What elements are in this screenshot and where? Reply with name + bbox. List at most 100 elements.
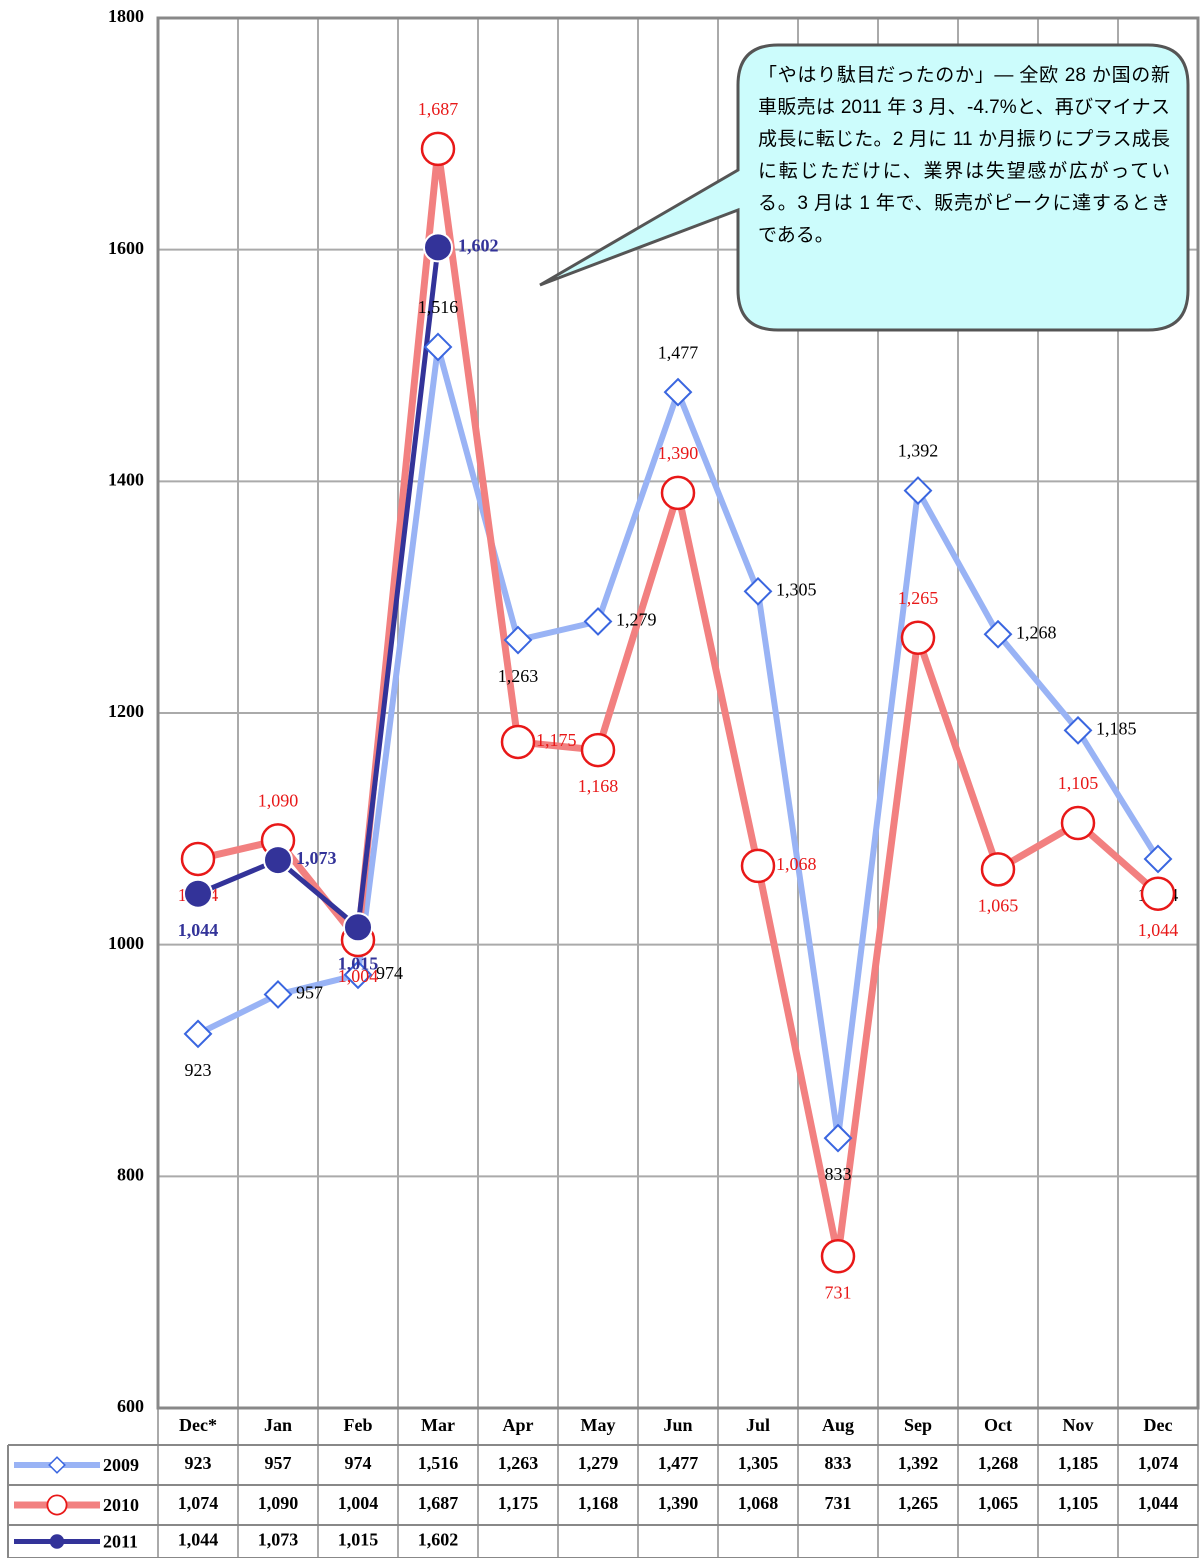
table-cell: 1,263 (498, 1453, 539, 1473)
marker (343, 960, 373, 990)
table-cell: 1,279 (578, 1453, 619, 1473)
legend-marker (46, 1494, 68, 1516)
marker (983, 619, 1013, 649)
data-label: 1,015 (338, 953, 379, 973)
table-cell: 1,068 (738, 1493, 779, 1513)
table-cell: 1,392 (898, 1453, 939, 1473)
data-label: 1,044 (1138, 920, 1179, 940)
table-cell: 1,168 (578, 1493, 619, 1513)
table-cell: 1,390 (658, 1493, 699, 1513)
marker (900, 620, 936, 655)
x-tick-label: Mar (421, 1415, 455, 1435)
x-tick-label: Jul (746, 1415, 770, 1435)
marker (1063, 715, 1093, 745)
marker (423, 232, 453, 263)
table-cell: 1,074 (178, 1493, 219, 1513)
y-tick-label: 1200 (108, 701, 144, 721)
table-cell: 1,044 (178, 1530, 219, 1550)
table-cell: 957 (265, 1453, 292, 1473)
table-cell: 1,073 (258, 1530, 299, 1550)
marker (1140, 876, 1176, 911)
marker (903, 476, 933, 506)
y-tick-label: 600 (117, 1396, 144, 1416)
marker (183, 1019, 213, 1049)
table-cell: 923 (185, 1453, 212, 1473)
series-line (197, 247, 441, 930)
marker (743, 576, 773, 606)
table-cell: 1,044 (1138, 1493, 1179, 1513)
data-label: 1,392 (898, 441, 939, 461)
y-tick-label: 800 (117, 1164, 144, 1184)
data-label: 1,004 (338, 966, 379, 986)
y-tick-label: 1400 (108, 469, 144, 489)
x-tick-label: Oct (984, 1415, 1012, 1435)
table-cell: 1,516 (418, 1453, 459, 1473)
table-cell: 1,185 (1058, 1453, 1099, 1473)
x-tick-label: Aug (822, 1415, 854, 1435)
table-cell: 1,004 (338, 1493, 379, 1513)
legend-label: 2010 (103, 1495, 139, 1515)
table-cell: 1,175 (498, 1493, 539, 1513)
table-cell: 731 (825, 1493, 852, 1513)
marker (420, 131, 456, 167)
table-cell: 974 (345, 1453, 372, 1473)
data-label: 923 (185, 1060, 212, 1080)
marker (1143, 844, 1173, 874)
data-label: 1,516 (418, 297, 459, 317)
legend-symbol (49, 1534, 65, 1549)
data-label: 1,602 (458, 235, 499, 255)
marker (503, 625, 533, 655)
data-label: 1,305 (776, 580, 817, 600)
data-label: 1,175 (536, 730, 577, 750)
marker (423, 332, 453, 362)
data-label: 731 (825, 1282, 852, 1302)
table-cell: 1,687 (418, 1493, 459, 1513)
data-label: 1,090 (258, 791, 299, 811)
data-label: 1,065 (978, 896, 1019, 916)
data-label: 1,185 (1096, 719, 1137, 739)
table-cell: 1,074 (1138, 1453, 1179, 1473)
marker (263, 845, 293, 876)
marker (660, 475, 696, 511)
marker (183, 878, 213, 909)
table-cell: 1,477 (658, 1453, 699, 1473)
data-label: 1,268 (1016, 622, 1057, 642)
data-label: 1,390 (658, 443, 699, 463)
table-cell: 1,305 (738, 1453, 779, 1473)
x-tick-label: Sep (904, 1415, 932, 1435)
legend-label: 2009 (103, 1455, 139, 1475)
callout (539, 43, 1190, 332)
marker (663, 377, 693, 407)
table-cell: 1,268 (978, 1453, 1019, 1473)
marker (820, 1239, 856, 1274)
table-cell: 1,602 (418, 1530, 459, 1550)
marker (500, 724, 536, 760)
data-label: 833 (825, 1164, 852, 1184)
table-cell: 833 (825, 1453, 852, 1473)
marker (740, 848, 776, 884)
marker (263, 980, 293, 1009)
data-label: 1,263 (498, 666, 539, 686)
marker (180, 841, 216, 877)
x-tick-label: Apr (503, 1415, 534, 1435)
table-cell: 1,065 (978, 1493, 1019, 1513)
x-tick-label: Jun (663, 1415, 692, 1435)
data-label: 974 (376, 963, 403, 983)
x-tick-label: Jan (264, 1415, 292, 1435)
data-label: 1,168 (578, 776, 619, 796)
legend-symbol (46, 1494, 68, 1516)
y-tick-label: 1800 (108, 6, 144, 26)
annotation: 「やはり駄目だったのか」— 全欧 28 か国の新車販売は 2011 年 3 月、… (758, 65, 1170, 246)
table-cell: 1,015 (338, 1530, 379, 1550)
marker (583, 607, 613, 636)
data-label: 1,105 (1058, 773, 1099, 793)
x-tick-label: Dec (1144, 1415, 1173, 1435)
legend-label: 2011 (103, 1532, 138, 1552)
data-label: 1,044 (178, 920, 219, 940)
data-label: 1,687 (418, 99, 459, 119)
data-label: 1,073 (296, 848, 337, 868)
data-label: 1,279 (616, 610, 657, 630)
marker (343, 912, 373, 943)
